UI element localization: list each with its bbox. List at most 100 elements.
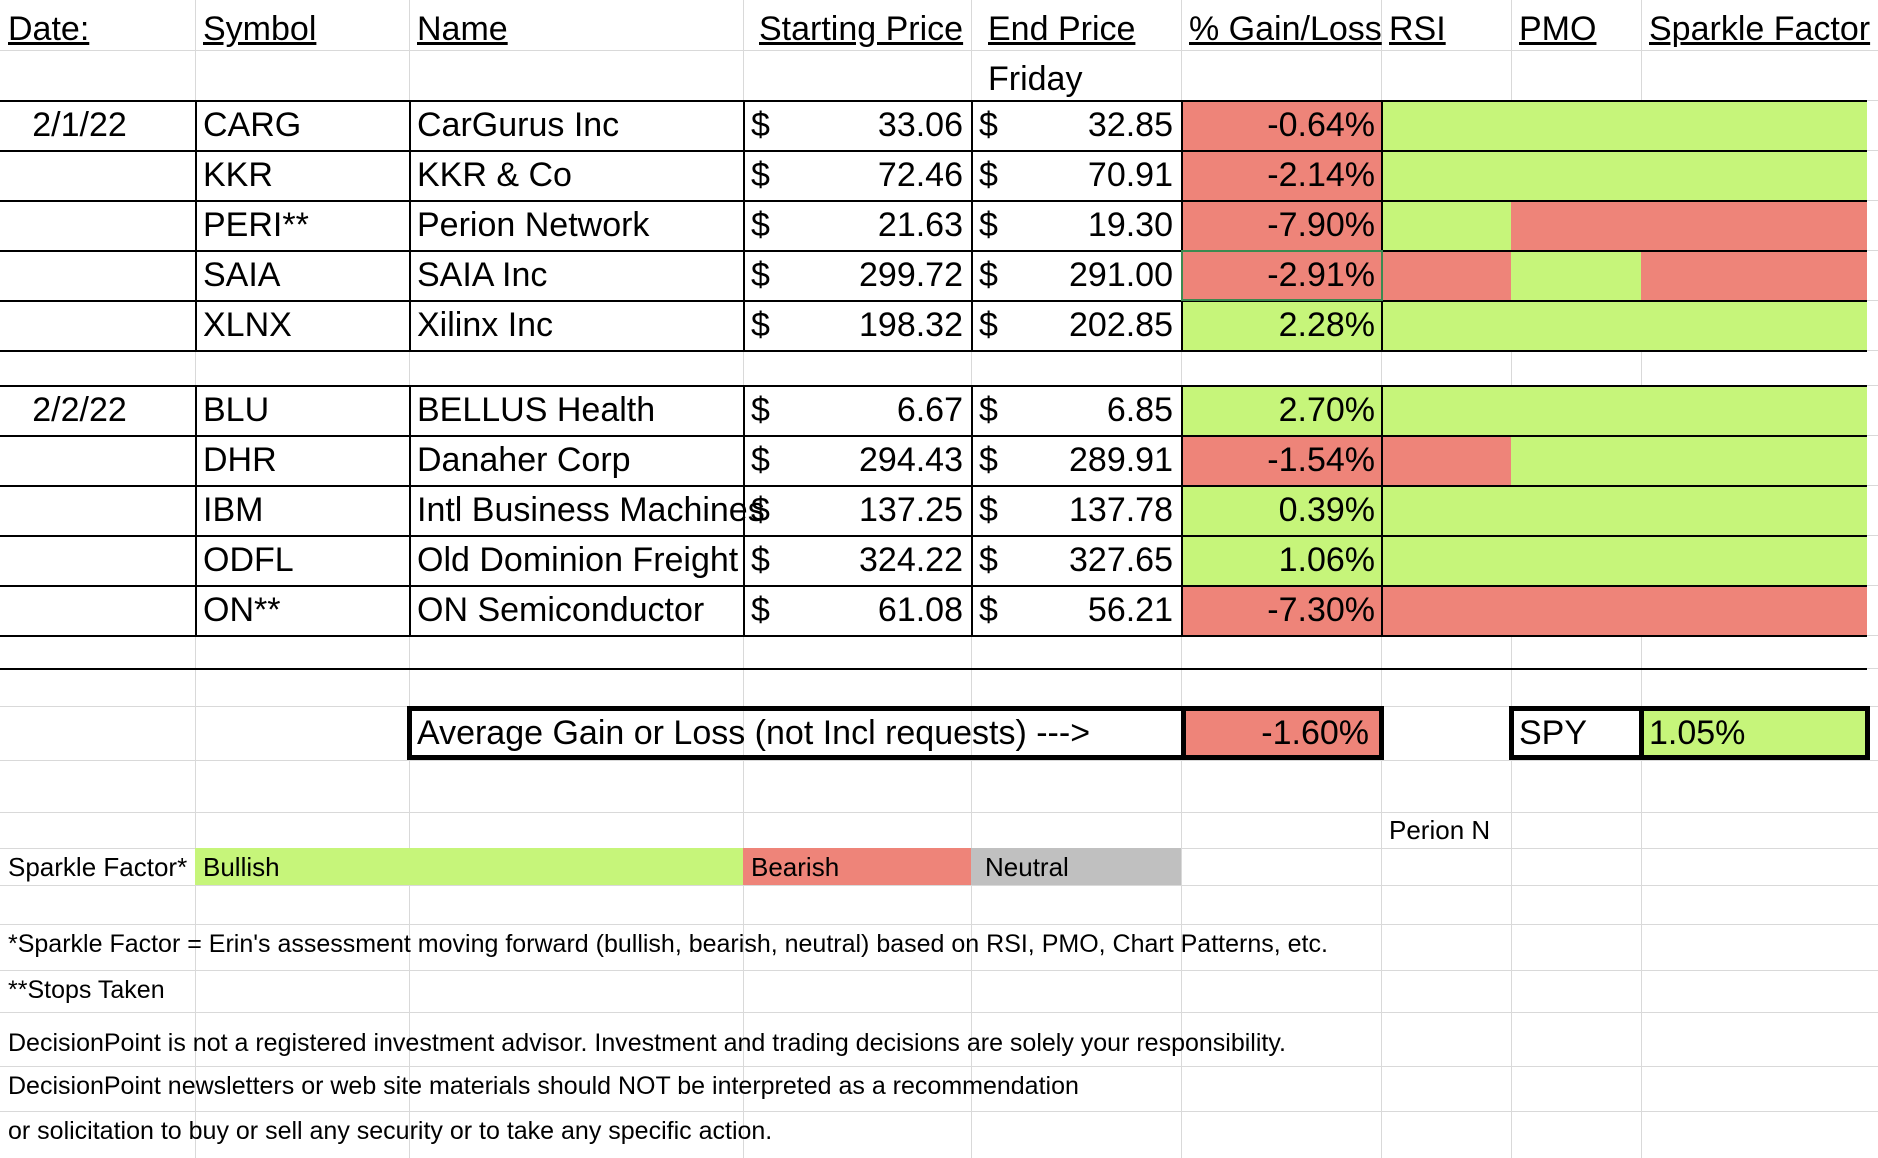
cell-pmo[interactable]: [1511, 585, 1641, 635]
cell-pmo[interactable]: [1511, 200, 1641, 250]
cell-date[interactable]: 2/1/22: [32, 106, 127, 144]
cell-date[interactable]: [0, 250, 195, 300]
cell-symbol[interactable]: ODFL: [203, 541, 294, 579]
cell-pmo[interactable]: [1511, 535, 1641, 585]
cell-end-price[interactable]: 70.91: [1087, 156, 1173, 194]
legend-bullish[interactable]: Bullish: [203, 851, 280, 882]
cell-gain-loss[interactable]: -7.30%: [1267, 591, 1375, 629]
cell-rsi[interactable]: [1381, 535, 1511, 585]
cell-date[interactable]: [0, 535, 195, 585]
cell-pmo[interactable]: [1511, 385, 1641, 435]
cell-symbol[interactable]: PERI**: [203, 206, 309, 244]
cell-starting-price[interactable]: 294.43: [859, 441, 963, 479]
cell-gain-loss[interactable]: -2.91%: [1267, 256, 1375, 294]
cell-end-price[interactable]: 327.65: [1069, 541, 1173, 579]
cell-sparkle[interactable]: [1641, 585, 1878, 635]
cell-rsi[interactable]: [1381, 385, 1511, 435]
disclaimer-line-3[interactable]: or solicitation to buy or sell any secur…: [8, 1116, 773, 1145]
cell-end-price[interactable]: 202.85: [1069, 306, 1173, 344]
cell-starting-price[interactable]: 324.22: [859, 541, 963, 579]
cell-gain-loss[interactable]: -2.14%: [1267, 156, 1375, 194]
cell-gain-loss[interactable]: 0.39%: [1278, 491, 1375, 529]
cell-gain-loss[interactable]: 2.28%: [1278, 306, 1375, 344]
cell-end-price[interactable]: 291.00: [1069, 256, 1173, 294]
header-end-price[interactable]: End Price: [988, 10, 1136, 48]
cell-name[interactable]: Intl Business Machines: [417, 491, 765, 529]
cell-end-price[interactable]: 32.85: [1087, 106, 1173, 144]
cell-symbol[interactable]: IBM: [203, 491, 264, 529]
cell-name[interactable]: Perion Network: [417, 206, 650, 244]
cell-starting-price[interactable]: 198.32: [859, 306, 963, 344]
cell-sparkle[interactable]: [1641, 535, 1878, 585]
cell-rsi[interactable]: [1381, 200, 1511, 250]
cell-symbol[interactable]: SAIA: [203, 256, 281, 294]
legend-bearish[interactable]: Bearish: [751, 851, 840, 882]
cell-gain-loss[interactable]: -0.64%: [1267, 106, 1375, 144]
cell-starting-price[interactable]: 137.25: [859, 491, 963, 529]
cell-rsi[interactable]: [1381, 100, 1511, 150]
header-end-price-sub[interactable]: Friday: [988, 60, 1083, 98]
cell-symbol[interactable]: BLU: [203, 391, 270, 429]
cell-end-price[interactable]: 6.85: [1106, 391, 1173, 429]
cell-name[interactable]: ON Semiconductor: [417, 591, 705, 629]
cell-starting-price[interactable]: 21.63: [877, 206, 963, 244]
footnote-sparkle-definition[interactable]: *Sparkle Factor = Erin's assessment movi…: [8, 929, 1328, 958]
cell-date[interactable]: 2/2/22: [32, 391, 127, 429]
header-pmo[interactable]: PMO: [1519, 10, 1597, 48]
header-sparkle-factor[interactable]: Sparkle Factor: [1649, 10, 1871, 48]
cell-sparkle[interactable]: [1641, 250, 1878, 300]
cell-rsi[interactable]: [1381, 300, 1511, 350]
cell-sparkle[interactable]: [1641, 100, 1878, 150]
header-name[interactable]: Name: [417, 10, 508, 48]
cell-symbol[interactable]: DHR: [203, 441, 277, 479]
cell-rsi[interactable]: [1381, 435, 1511, 485]
cell-rsi[interactable]: [1381, 585, 1511, 635]
cell-sparkle[interactable]: [1641, 385, 1878, 435]
cell-name[interactable]: Danaher Corp: [417, 441, 631, 479]
cell-pmo[interactable]: [1511, 435, 1641, 485]
cell-gain-loss[interactable]: -7.90%: [1267, 206, 1375, 244]
cell-starting-price[interactable]: 61.08: [877, 591, 963, 629]
cell-end-price[interactable]: 137.78: [1069, 491, 1173, 529]
cell-rsi[interactable]: [1381, 150, 1511, 200]
disclaimer-line-1[interactable]: DecisionPoint is not a registered invest…: [8, 1028, 1286, 1057]
cell-gain-loss[interactable]: 2.70%: [1278, 391, 1375, 429]
footnote-stops-taken[interactable]: **Stops Taken: [8, 975, 165, 1004]
cell-starting-price[interactable]: 299.72: [859, 256, 963, 294]
header-rsi[interactable]: RSI: [1389, 10, 1446, 48]
disclaimer-line-2[interactable]: DecisionPoint newsletters or web site ma…: [8, 1071, 1079, 1100]
cell-sparkle[interactable]: [1641, 200, 1878, 250]
cell-symbol[interactable]: XLNX: [203, 306, 292, 344]
cell-name[interactable]: BELLUS Health: [417, 391, 656, 429]
legend-neutral[interactable]: Neutral: [985, 851, 1069, 882]
cell-symbol[interactable]: ON**: [203, 591, 281, 629]
cell-name[interactable]: SAIA Inc: [417, 256, 548, 294]
cell-starting-price[interactable]: 72.46: [877, 156, 963, 194]
cell-date[interactable]: [0, 435, 195, 485]
note-cell[interactable]: Perion N: [1389, 815, 1491, 845]
cell-date[interactable]: [0, 300, 195, 350]
cell-name[interactable]: KKR & Co: [417, 156, 572, 194]
header-symbol[interactable]: Symbol: [203, 10, 317, 48]
cell-symbol[interactable]: CARG: [203, 106, 302, 144]
cell-starting-price[interactable]: 6.67: [896, 391, 963, 429]
cell-gain-loss[interactable]: 1.06%: [1278, 541, 1375, 579]
cell-end-price[interactable]: 289.91: [1069, 441, 1173, 479]
cell-pmo[interactable]: [1511, 250, 1641, 300]
cell-gain-loss[interactable]: -1.54%: [1267, 441, 1375, 479]
cell-starting-price[interactable]: 33.06: [877, 106, 963, 144]
spy-value[interactable]: 1.05%: [1649, 714, 1746, 752]
cell-pmo[interactable]: [1511, 485, 1641, 535]
cell-date[interactable]: [0, 485, 195, 535]
cell-name[interactable]: Old Dominion Freight: [417, 541, 739, 579]
cell-rsi[interactable]: [1381, 485, 1511, 535]
cell-date[interactable]: [0, 585, 195, 635]
cell-date[interactable]: [0, 150, 195, 200]
cell-end-price[interactable]: 56.21: [1087, 591, 1173, 629]
cell-rsi[interactable]: [1381, 250, 1511, 300]
legend-label[interactable]: Sparkle Factor*: [8, 851, 188, 882]
cell-sparkle[interactable]: [1641, 485, 1878, 535]
spy-label[interactable]: SPY: [1519, 714, 1588, 752]
average-value[interactable]: -1.60%: [1261, 714, 1369, 752]
cell-name[interactable]: Xilinx Inc: [417, 306, 554, 344]
